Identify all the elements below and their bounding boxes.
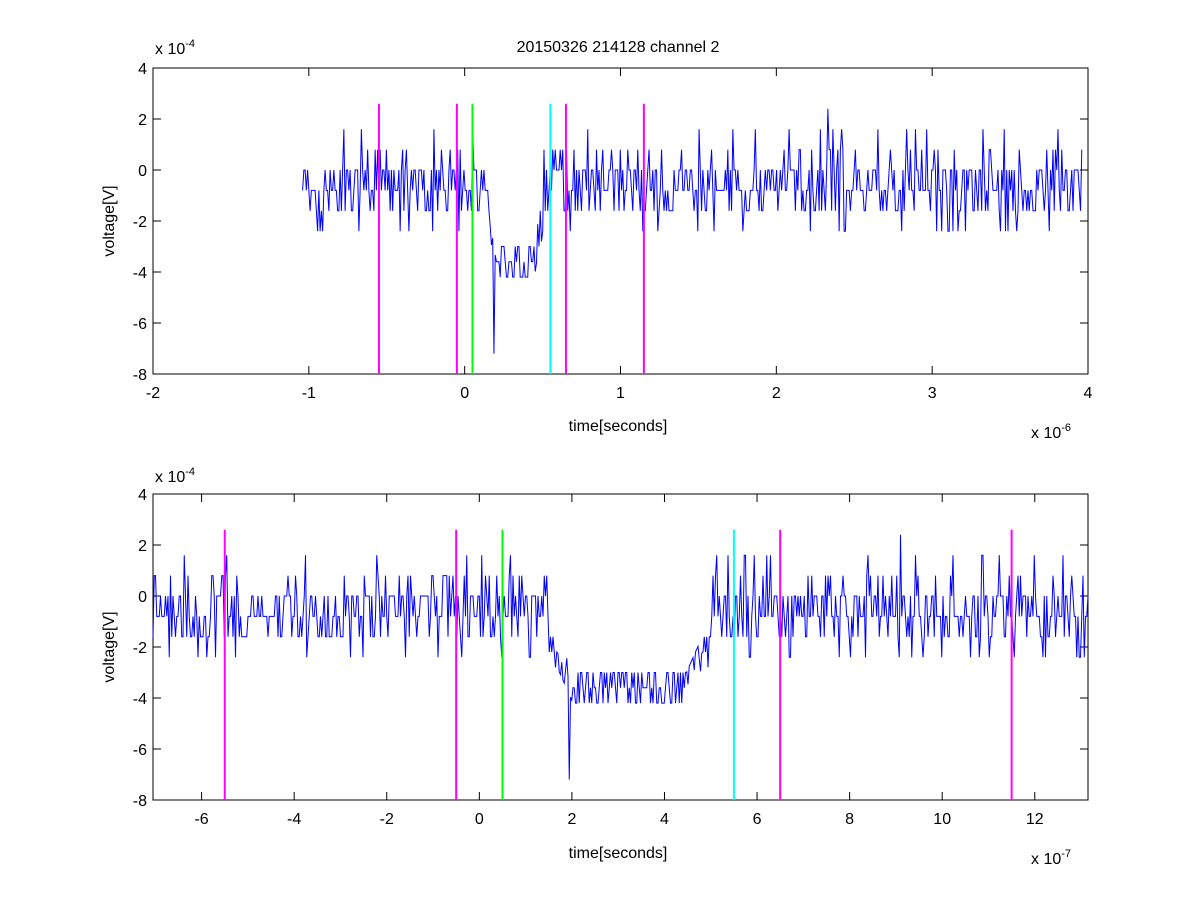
bottom-x-multiplier: x 10	[1031, 851, 1061, 868]
top-x-tick-label-4: 2	[772, 385, 781, 402]
bottom-x-tick-labels: -6 -4 -2 0 2 4 6 8 10 12	[194, 811, 1043, 828]
top-x-exponent-label: x 10-6	[1031, 422, 1071, 442]
top-x-tick-label-3: 1	[616, 385, 625, 402]
top-x-tick-label-5: 3	[928, 385, 937, 402]
bottom-x-tick-label-0: -6	[194, 811, 208, 828]
top-signal-line	[302, 108, 1083, 354]
top-x-tick-label-1: -1	[302, 385, 316, 402]
bottom-y-exponent-label: x 10-4	[155, 466, 195, 486]
bottom-y-multiplier: x 10	[155, 469, 185, 486]
bottom-x-tick-label-4: 2	[567, 811, 576, 828]
bottom-x-tick-label-7: 8	[845, 811, 854, 828]
bottom-x-tick-label-2: -2	[380, 811, 394, 828]
bottom-y-tick-label-6: 4	[138, 487, 147, 504]
bottom-x-tick-label-6: 6	[753, 811, 762, 828]
top-y-tick-label-4: 0	[138, 163, 147, 180]
bottom-x-tick-label-1: -4	[287, 811, 301, 828]
bottom-panel: -6 -4 -2 0 2 4 6 8 10 12 -8 -6 -4 -2 0 2 4 time[seconds…	[101, 466, 1089, 868]
top-y-tick-label-2: -4	[133, 265, 147, 282]
bottom-y-tick-label-3: -2	[133, 640, 147, 657]
bottom-y-tick-label-2: -4	[133, 691, 147, 708]
top-x-tick-label-0: -2	[146, 385, 160, 402]
bottom-y-tick-label-0: -8	[133, 793, 147, 810]
bottom-x-axis-label: time[seconds]	[569, 845, 668, 862]
top-y-tick-labels: -8 -6 -4 -2 0 2 4	[133, 61, 147, 384]
top-x-tick-label-2: 0	[460, 385, 469, 402]
top-y-tick-label-0: -8	[133, 367, 147, 384]
bottom-y-tick-labels: -8 -6 -4 -2 0 2 4	[133, 487, 147, 810]
bottom-x-tick-label-3: 0	[475, 811, 484, 828]
top-y-axis-label: voltage[V]	[101, 185, 118, 256]
top-x-axis-label: time[seconds]	[569, 418, 668, 435]
top-panel: -2 -1 0 1 2 3 4 -8 -6 -4 -2 0 2 4 time[seconds] volt…	[101, 38, 1093, 442]
bottom-tick-marks	[153, 493, 1088, 801]
top-y-tick-label-5: 2	[138, 112, 147, 129]
bottom-x-tick-label-5: 4	[660, 811, 669, 828]
top-x-tick-labels: -2 -1 0 1 2 3 4	[146, 385, 1093, 402]
bottom-y-tick-label-1: -6	[133, 742, 147, 759]
top-markers	[377, 103, 645, 374]
top-tick-marks	[152, 67, 1089, 375]
bottom-x-exponent: -7	[1061, 848, 1071, 860]
top-y-tick-label-6: 4	[138, 61, 147, 78]
bottom-markers	[223, 529, 1013, 800]
top-y-multiplier: x 10	[155, 41, 185, 58]
top-x-exponent: -6	[1061, 422, 1071, 434]
top-y-exponent: -4	[185, 38, 195, 50]
top-y-tick-label-3: -2	[133, 214, 147, 231]
top-x-tick-label-6: 4	[1084, 385, 1093, 402]
bottom-x-exponent-label: x 10-7	[1031, 848, 1071, 868]
top-x-multiplier: x 10	[1031, 425, 1061, 442]
bottom-x-tick-label-8: 10	[933, 811, 951, 828]
bottom-y-axis-label: voltage[V]	[101, 611, 118, 682]
top-y-tick-label-1: -6	[133, 316, 147, 333]
bottom-y-exponent: -4	[185, 466, 195, 478]
figure-title: 20150326 214128 channel 2	[517, 39, 720, 56]
bottom-x-tick-label-9: 12	[1026, 811, 1044, 828]
bottom-y-tick-label-4: 0	[138, 589, 147, 606]
bottom-y-tick-label-5: 2	[138, 538, 147, 555]
bottom-signal-line	[152, 534, 1089, 780]
top-y-exponent-label: x 10-4	[155, 38, 195, 58]
